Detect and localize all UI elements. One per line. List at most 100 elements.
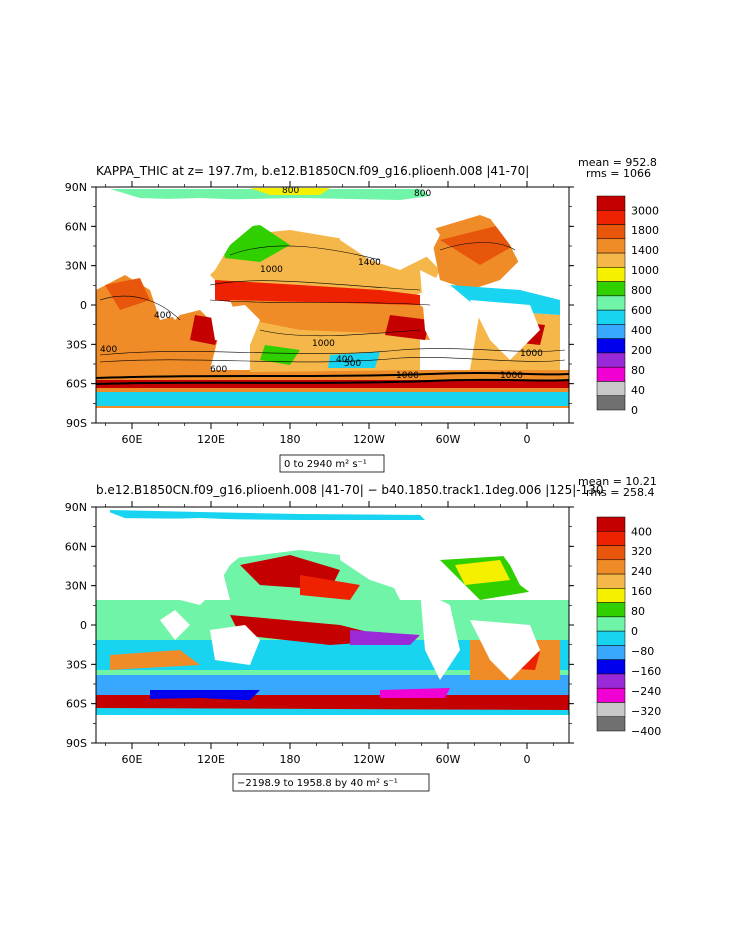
- colorbar-swatch: [596, 352, 626, 368]
- colorbar-swatch: [596, 395, 626, 411]
- colorbar-swatch: [596, 366, 626, 382]
- colorbar-label: 40: [631, 384, 645, 397]
- colorbar-label: 0: [631, 625, 638, 638]
- panel-2-lat-label: 60S: [66, 698, 87, 711]
- contour-label: 1000: [312, 339, 335, 349]
- colorbar-label: −240: [631, 685, 661, 698]
- panel-1-lat-label: 90N: [65, 181, 87, 194]
- panel-1-lon-label: 60E: [122, 433, 143, 446]
- panel-2-range-box: [232, 773, 430, 792]
- panel-2-axis-ticks: 90N 60N 30N 0 30S 60S 90S 60E 120E 180 120W 60W 0: [65, 501, 574, 766]
- colorbar-swatch: [596, 324, 626, 339]
- panel-2-lat-label: 30S: [66, 658, 87, 671]
- colorbar-label: 200: [631, 344, 652, 357]
- colorbar-swatch: [596, 195, 626, 211]
- panel-2-lon-label: 120W: [353, 753, 385, 766]
- panel-1-lat-label: 90S: [66, 417, 87, 430]
- colorbar-swatch: [596, 224, 626, 240]
- panel-2-lon-label: 60E: [122, 753, 143, 766]
- panel-1-lat-label: 60S: [66, 378, 87, 391]
- colorbar-label: −80: [631, 645, 654, 658]
- panel-1-lat-label: 30N: [65, 260, 87, 273]
- colorbar-label: 3000: [631, 204, 659, 217]
- panel-2-mean-label: mean = 10.21: [578, 475, 657, 488]
- panel-1-lon-label: 180: [280, 433, 301, 446]
- panel-2-lon-label: 180: [280, 753, 301, 766]
- colorbar-swatch: [596, 338, 626, 354]
- panel-1-contour-labels: 800 800 400 1000 1400 400 1000 600 400 1…: [100, 186, 543, 381]
- panel-2-range-text: −2198.9 to 1958.8 by 40 m² s⁻¹: [237, 778, 398, 789]
- colorbar-label: 1000: [631, 264, 659, 277]
- colorbar-label: 240: [631, 565, 652, 578]
- panel-2-lat-label: 30N: [65, 580, 87, 593]
- colorbar-swatch: [596, 281, 626, 297]
- panel-2-rms-label: rms = 258.4: [586, 486, 654, 499]
- contour-label: 400: [336, 355, 353, 365]
- colorbar-swatch: [596, 659, 626, 675]
- panel-1-title: KAPPA_THIC at z= 197.7m, b.e12.B1850CN.f…: [96, 164, 529, 178]
- panel-1: KAPPA_THIC at z= 197.7m, b.e12.B1850CN.f…: [65, 156, 659, 473]
- colorbar-swatch: [596, 602, 626, 618]
- contour-label: 400: [100, 345, 117, 355]
- colorbar-swatch: [596, 573, 626, 589]
- contour-label: 800: [414, 189, 431, 199]
- colorbar-label: −160: [631, 665, 661, 678]
- panel-2-title: b.e12.B1850CN.f09_g16.plioenh.008 |41-70…: [96, 483, 603, 497]
- colorbar-label: 400: [631, 525, 652, 538]
- colorbar-label: 1400: [631, 244, 659, 257]
- contour-label: 500: [344, 359, 361, 369]
- panel-2-colorbar: 400 320 240 160 80 0 −80 −160 −240 −320 −400: [596, 516, 661, 738]
- panel-2-lon-label: 120E: [197, 753, 225, 766]
- colorbar-swatch: [596, 210, 626, 225]
- panel-2-lon-label: 60W: [436, 753, 461, 766]
- colorbar-swatch: [596, 295, 626, 311]
- colorbar-swatch: [596, 630, 626, 646]
- panel-1-lon-label: 120W: [353, 433, 385, 446]
- colorbar-label: 320: [631, 545, 652, 558]
- panel-1-range-text: 0 to 2940 m² s⁻¹: [284, 459, 367, 470]
- colorbar-swatch: [596, 616, 626, 632]
- colorbar-swatch: [596, 559, 626, 575]
- colorbar-swatch: [596, 252, 626, 268]
- colorbar-swatch: [596, 267, 626, 282]
- panel-2-lat-label: 60N: [65, 540, 87, 553]
- panel-2: b.e12.B1850CN.f09_g16.plioenh.008 |41-70…: [65, 475, 661, 792]
- colorbar-swatch: [596, 645, 626, 660]
- panel-1-lat-label: 60N: [65, 220, 87, 233]
- colorbar-label: 0: [631, 404, 638, 417]
- colorbar-label: 400: [631, 324, 652, 337]
- colorbar-label: 1800: [631, 224, 659, 237]
- colorbar-swatch: [596, 716, 626, 732]
- colorbar-label: −320: [631, 705, 661, 718]
- panel-1-range-box: [279, 454, 385, 473]
- colorbar-swatch: [596, 531, 626, 546]
- panel-1-lon-label: 60W: [436, 433, 461, 446]
- colorbar-swatch: [596, 309, 626, 325]
- panel-2-map-field: [96, 507, 569, 743]
- colorbar-label: 160: [631, 585, 652, 598]
- colorbar-swatch: [596, 516, 626, 532]
- contour-label: 1400: [358, 258, 381, 268]
- panel-1-lat-label: 30S: [66, 338, 87, 351]
- panel-2-lon-label: 0: [524, 753, 531, 766]
- panel-1-lon-label: 0: [524, 433, 531, 446]
- colorbar-label: 600: [631, 304, 652, 317]
- panel-2-lat-label: 0: [80, 619, 87, 632]
- panel-1-axis-ticks: 90N 60N 30N 0 30S 60S 90S 60E 120E 180 120W 60W 0: [65, 181, 574, 446]
- colorbar-swatch: [596, 687, 626, 703]
- panel-1-lat-label: 0: [80, 299, 87, 312]
- panel-2-lat-label: 90S: [66, 737, 87, 750]
- colorbar-label: 80: [631, 364, 645, 377]
- colorbar-swatch: [596, 545, 626, 561]
- panel-1-mean-label: mean = 952.8: [578, 156, 657, 169]
- colorbar-swatch: [596, 381, 626, 396]
- contour-label: 400: [154, 311, 171, 321]
- colorbar-swatch: [596, 673, 626, 689]
- panel-1-rms-label: rms = 1066: [586, 167, 651, 180]
- contour-label: 600: [210, 365, 227, 375]
- contour-label: 1000: [396, 371, 419, 381]
- colorbar-label: −400: [631, 725, 661, 738]
- contour-label: 1000: [260, 265, 283, 275]
